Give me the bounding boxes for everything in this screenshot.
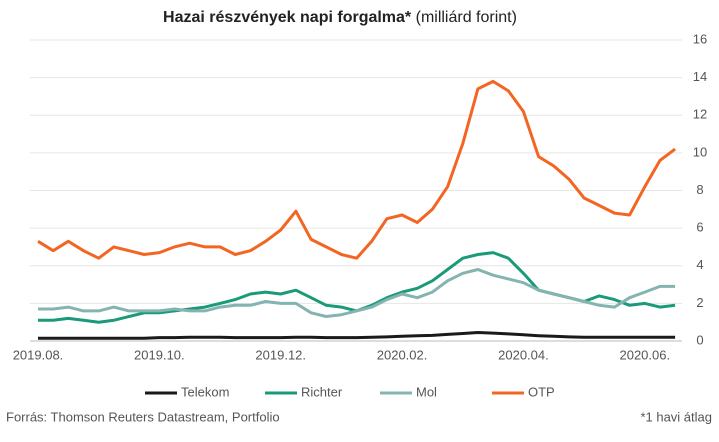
y-tick-label: 16 (693, 31, 707, 46)
line-series (38, 268, 676, 318)
y-tick-label: 14 (693, 69, 707, 84)
note: *1 havi átlag (640, 409, 712, 424)
legend-label: Richter (301, 384, 343, 399)
x-tick-label: 2020.02. (377, 347, 428, 362)
x-tick-label: 2019.08. (13, 347, 64, 362)
x-tick-label: 2020.04. (498, 347, 549, 362)
y-tick-label: 0 (696, 332, 703, 347)
y-tick-label: 6 (696, 220, 703, 235)
x-tick-label: 2020.06. (619, 347, 670, 362)
legend-label: OTP (528, 384, 555, 399)
chart-title: Hazai részvények napi forgalma* (milliár… (163, 9, 517, 26)
legend-label: Telekom (181, 384, 229, 399)
y-tick-label: 10 (693, 144, 707, 159)
line-series (37, 79, 676, 260)
x-tick-label: 2019.10. (134, 347, 185, 362)
y-tick-label: 12 (693, 107, 707, 122)
y-tick-label: 8 (696, 182, 703, 197)
source: Forrás: Thomson Reuters Datastream, Port… (6, 409, 280, 424)
title-sub: (milliárd forint) (416, 9, 517, 26)
title-main: Hazai részvények napi forgalma* (163, 9, 412, 26)
legend-label: Mol (416, 384, 437, 399)
x-tick-label: 2019.12. (255, 347, 306, 362)
y-tick-label: 2 (696, 295, 703, 310)
y-tick-label: 4 (696, 257, 703, 272)
line-series (38, 331, 676, 340)
